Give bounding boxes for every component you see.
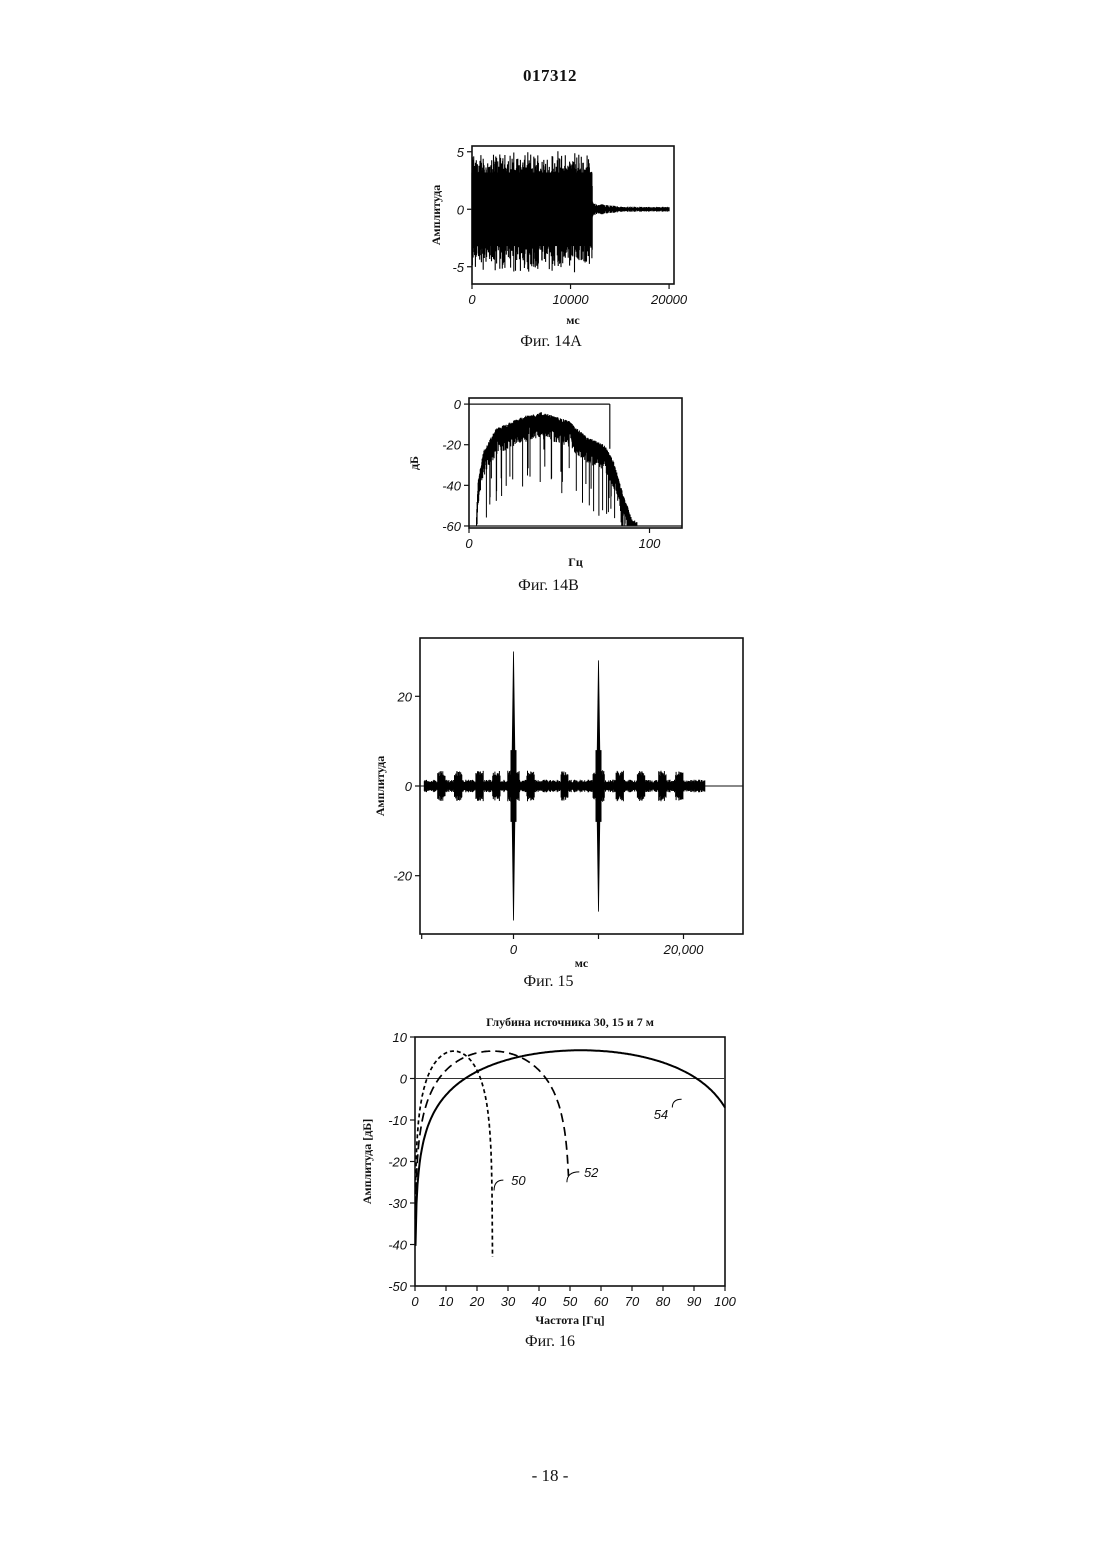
figure-caption: Фиг. 16 xyxy=(525,1333,575,1350)
figure-caption: Фиг. 14A xyxy=(520,333,582,350)
x-tick-label: 0 xyxy=(468,292,476,307)
x-tick-label: 70 xyxy=(625,1294,640,1309)
y-tick-label: -20 xyxy=(393,869,413,884)
x-axis-label: мс xyxy=(575,956,589,970)
x-tick-label: 10 xyxy=(439,1294,454,1309)
x-tick-label: 0 xyxy=(465,536,473,551)
x-tick-label: 20,000 xyxy=(663,942,705,957)
y-tick-label: -40 xyxy=(442,478,462,493)
y-tick-label: -20 xyxy=(388,1155,408,1170)
chart-title: Глубина источника 30, 15 и 7 м xyxy=(486,1015,654,1029)
correlation-spike-core xyxy=(511,750,517,822)
x-tick-label: 0 xyxy=(411,1294,419,1309)
x-tick-label: 50 xyxy=(563,1294,578,1309)
x-tick-label: 40 xyxy=(532,1294,547,1309)
curve-label-54: 54 xyxy=(654,1107,668,1122)
figure-16: Глубина источника 30, 15 и 7 м 50 52 54 0 10 2… xyxy=(360,1015,737,1350)
curve-54 xyxy=(416,1050,726,1246)
x-axis-label: Гц xyxy=(568,555,583,569)
x-tick-label: 10000 xyxy=(552,292,589,307)
y-tick-label: -30 xyxy=(388,1196,408,1211)
x-tick-label: 60 xyxy=(594,1294,609,1309)
y-tick-label: 0 xyxy=(405,779,413,794)
x-tick-label: 100 xyxy=(639,536,661,551)
y-tick-label: 0 xyxy=(400,1072,408,1087)
y-axis-label: дБ xyxy=(407,456,421,470)
y-tick-label: -40 xyxy=(388,1238,408,1253)
signal-tail xyxy=(592,201,669,217)
figure-15: 0 20,000 20 0 -20 мс Амплитуда Фиг. 15 xyxy=(373,638,743,990)
y-tick-label: 0 xyxy=(454,397,462,412)
spectrum-trace xyxy=(476,412,637,526)
curve-50 xyxy=(416,1051,493,1257)
y-tick-label: 10 xyxy=(393,1030,408,1045)
y-axis-label: Амплитуда [дБ] xyxy=(360,1119,374,1204)
correlation-spike-core xyxy=(596,750,602,822)
x-tick-label: 20000 xyxy=(650,292,688,307)
x-tick-label: 30 xyxy=(501,1294,516,1309)
y-tick-label: -50 xyxy=(388,1279,408,1294)
curve-label-52: 52 xyxy=(584,1165,599,1180)
plot-frame xyxy=(415,1037,725,1286)
page-number: - 18 - xyxy=(0,1466,1100,1486)
x-tick-label: 100 xyxy=(714,1294,736,1309)
y-tick-label: -5 xyxy=(452,260,464,275)
signal-burst-core xyxy=(472,172,592,246)
figure-14a: 0 10000 20000 5 0 -5 мс Амплитуда Фиг. 14A xyxy=(429,145,688,350)
y-axis-label: Амплитуда xyxy=(373,756,387,816)
y-tick-label: -60 xyxy=(442,519,462,534)
figure-caption: Фиг. 14B xyxy=(518,577,579,594)
x-axis-label: мс xyxy=(566,313,580,327)
x-tick-label: 0 xyxy=(510,942,518,957)
x-tick-label: 90 xyxy=(687,1294,702,1309)
x-axis-label: Частота [Гц] xyxy=(535,1313,604,1327)
y-tick-label: -10 xyxy=(388,1113,408,1128)
y-axis-label: Амплитуда xyxy=(429,185,443,245)
curve-label-50: 50 xyxy=(511,1173,526,1188)
x-tick-label: 80 xyxy=(656,1294,671,1309)
y-tick-label: -20 xyxy=(442,438,462,453)
correlation-noise xyxy=(424,770,705,801)
figure-14b: 0 100 0 -20 -40 -60 Гц дБ Фиг. 14B xyxy=(407,397,682,594)
leader-line-50 xyxy=(494,1180,503,1190)
y-tick-label: 20 xyxy=(397,689,413,704)
x-tick-label: 20 xyxy=(469,1294,485,1309)
y-tick-label: 5 xyxy=(457,145,465,160)
y-tick-label: 0 xyxy=(457,202,465,217)
leader-line-54 xyxy=(672,1099,681,1107)
figure-caption: Фиг. 15 xyxy=(524,973,574,990)
